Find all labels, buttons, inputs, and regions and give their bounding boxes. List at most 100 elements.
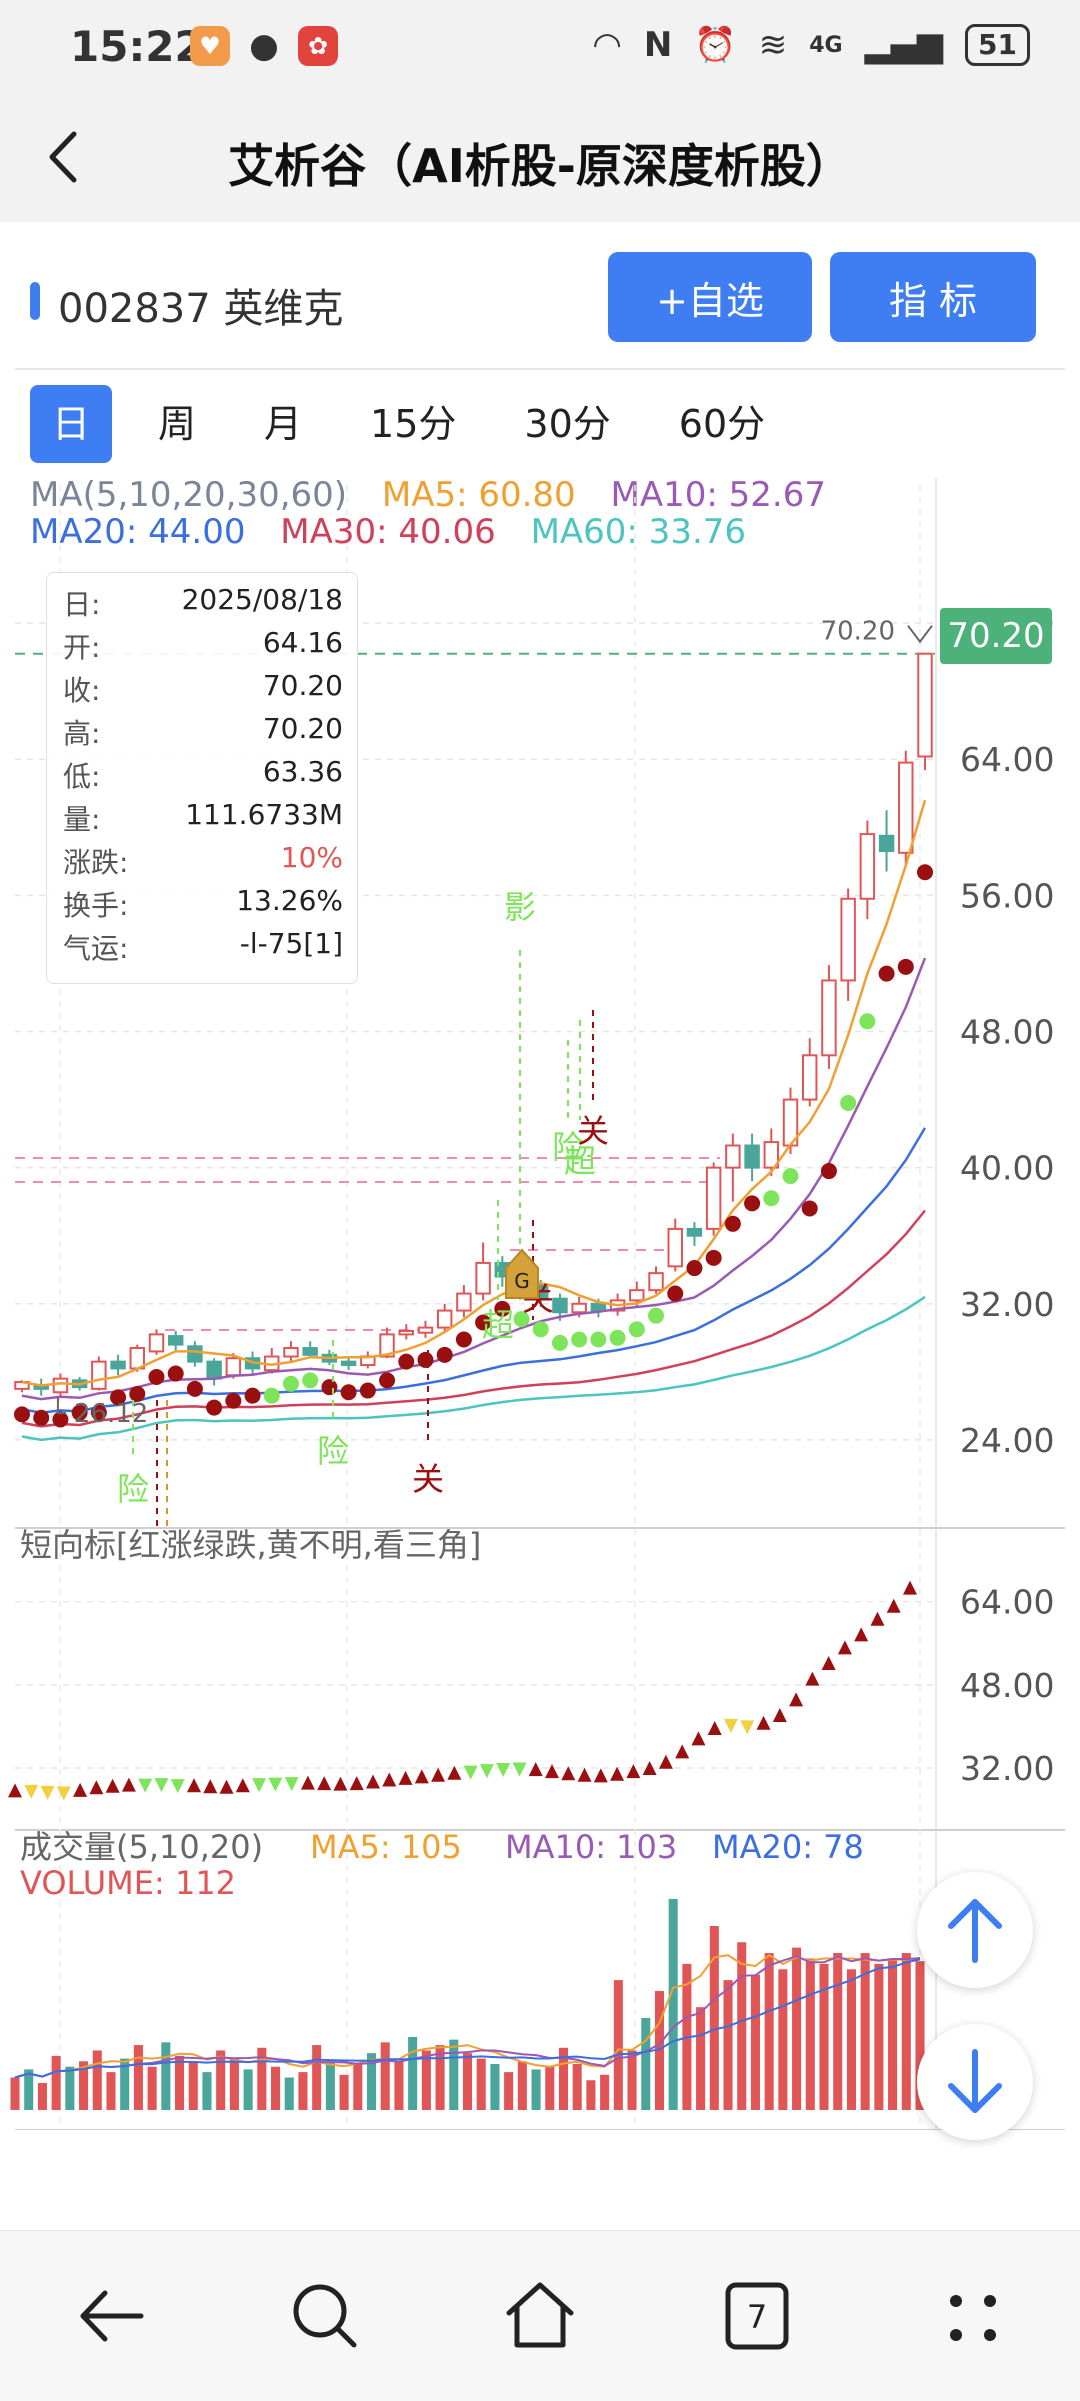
triangle-up-marker	[756, 1715, 771, 1730]
volume-bar-up	[229, 2058, 239, 2110]
tab-15min[interactable]: 15分	[370, 402, 457, 446]
signal-dot-red	[340, 1384, 357, 1401]
volume-bar-down	[449, 2039, 459, 2110]
signal-dot-red	[820, 1163, 837, 1180]
tab-30min[interactable]: 30分	[524, 402, 611, 446]
signal-label-xian: 险	[117, 1470, 149, 1508]
triangle-up-marker	[642, 1761, 657, 1776]
home-icon[interactable]	[495, 2271, 585, 2361]
candle-up	[417, 1326, 434, 1334]
volume-bar-up	[888, 1958, 898, 2110]
tabs-icon[interactable]: 7	[712, 2271, 802, 2361]
signal-label-chao: 超	[564, 1142, 596, 1180]
candle-up	[14, 1381, 30, 1390]
candle-up	[898, 761, 914, 854]
signal-dot-red	[417, 1351, 434, 1368]
volume-ma20: MA20: 78	[712, 1828, 864, 1866]
info-value: -l-75[1]	[239, 927, 343, 960]
ma30-value: MA30: 40.06	[280, 512, 496, 552]
triangle-up-marker	[837, 1640, 852, 1655]
triangle-up-marker	[805, 1671, 820, 1686]
status-system-icons: ◠ N ⏰ ≋ 4G ▂▄▆ 51	[592, 24, 1030, 66]
volume-bar-up	[271, 2066, 281, 2110]
signal-dot-red	[359, 1382, 376, 1399]
info-row: 量: 111.6733M	[63, 798, 343, 838]
signal-label-chao: 超	[482, 1306, 514, 1344]
volume-bar-down	[243, 2069, 253, 2110]
signal-dot-red	[455, 1331, 472, 1348]
heart-app-icon: ♥	[190, 26, 230, 66]
triangle-up-marker	[8, 1783, 22, 1798]
candle-down	[744, 1144, 760, 1169]
more-menu-icon[interactable]	[928, 2271, 1018, 2361]
volume-bar-up	[257, 2047, 267, 2110]
scroll-up-button[interactable]	[917, 1872, 1033, 1988]
qq-icon: ●	[249, 26, 279, 66]
back-icon[interactable]	[65, 2271, 155, 2361]
signal-dot-red	[110, 1389, 127, 1406]
signal-label-guan: 关	[577, 1112, 609, 1150]
volume-ma10-line	[14, 1955, 921, 2079]
volume-bar-up	[613, 1980, 623, 2110]
triangle-down-marker	[740, 1720, 755, 1735]
volume-bar-up	[860, 1953, 870, 2110]
signal-label-ying: 影	[504, 888, 536, 926]
triangle-up-marker	[577, 1767, 592, 1782]
volume-bar-up	[421, 2050, 431, 2110]
volume-bar-up	[435, 2045, 445, 2110]
stock-accent-mark	[30, 282, 40, 320]
signal-label-guan: 关	[412, 1460, 444, 1498]
tab-day[interactable]: 日	[30, 385, 113, 463]
volume-bar-up	[51, 2055, 61, 2110]
info-row: 收: 70.20	[63, 669, 343, 709]
y-tick-label: 64.00	[960, 740, 1054, 779]
app-bar: 艾析谷（AI析股-原深度析股）	[0, 100, 1080, 222]
status-time: 15:22	[70, 22, 204, 71]
stock-header: 002837 英维克 +自选 指 标	[0, 240, 1080, 350]
y-tick-label: 48.00	[960, 1012, 1054, 1051]
volume-bar-up	[805, 1958, 815, 2110]
ma30-line	[21, 1209, 926, 1428]
headphone-icon: ◠	[592, 25, 622, 65]
triangle-up-marker	[610, 1766, 625, 1781]
volume-bar-up	[600, 2074, 610, 2110]
signal-dot-red	[436, 1346, 453, 1363]
candle-down	[340, 1360, 357, 1367]
info-value: 13.26%	[236, 884, 343, 917]
add-watchlist-button[interactable]: +自选	[608, 252, 812, 342]
triangle-up-marker	[658, 1754, 673, 1769]
indicator-button[interactable]: 指 标	[830, 252, 1036, 342]
ohlc-info-box: 日: 2025/08/18 开: 64.16 收: 70.20 高: 70.20 低: 63.36…	[46, 572, 358, 984]
candle-down	[590, 1302, 607, 1312]
back-arrow-icon[interactable]	[30, 122, 100, 192]
volume-bar-up	[750, 1974, 760, 2110]
low-price-label: └ 26.12	[50, 1397, 148, 1429]
tab-week[interactable]: 周	[158, 402, 197, 446]
triangle-down-marker	[252, 1778, 267, 1793]
volume-bar-up	[517, 2061, 527, 2110]
info-row: 换手: 13.26%	[63, 884, 343, 924]
y-tick-label: 48.00	[960, 1666, 1054, 1705]
signal-dot-red	[225, 1392, 242, 1409]
candle-up	[398, 1330, 414, 1336]
volume-ma5: MA5: 105	[310, 1828, 462, 1866]
candle-down	[187, 1345, 203, 1363]
candle-down	[206, 1360, 222, 1380]
tab-month[interactable]: 月	[264, 402, 303, 446]
stock-chart[interactable]: 24.0032.0040.0048.0056.0064.0072.0006-11…	[0, 470, 1080, 2130]
triangle-up-marker	[366, 1774, 380, 1789]
triangle-down-marker	[496, 1763, 511, 1778]
triangle-up-marker	[528, 1762, 543, 1777]
signal-dot-red	[744, 1195, 761, 1212]
signal-dot-green	[513, 1311, 530, 1328]
ma5-line	[21, 799, 927, 1387]
tab-60min[interactable]: 60分	[678, 402, 766, 446]
candle-up	[917, 652, 933, 758]
signal-label-xian: 险	[552, 1128, 584, 1166]
stock-name: 002837 英维克	[58, 286, 344, 332]
volume-bar-up	[874, 1963, 884, 2110]
triangle-up-marker	[89, 1780, 104, 1795]
scroll-down-button[interactable]	[917, 2024, 1033, 2140]
signal-dot-green	[859, 1013, 876, 1030]
search-icon[interactable]	[280, 2271, 370, 2361]
